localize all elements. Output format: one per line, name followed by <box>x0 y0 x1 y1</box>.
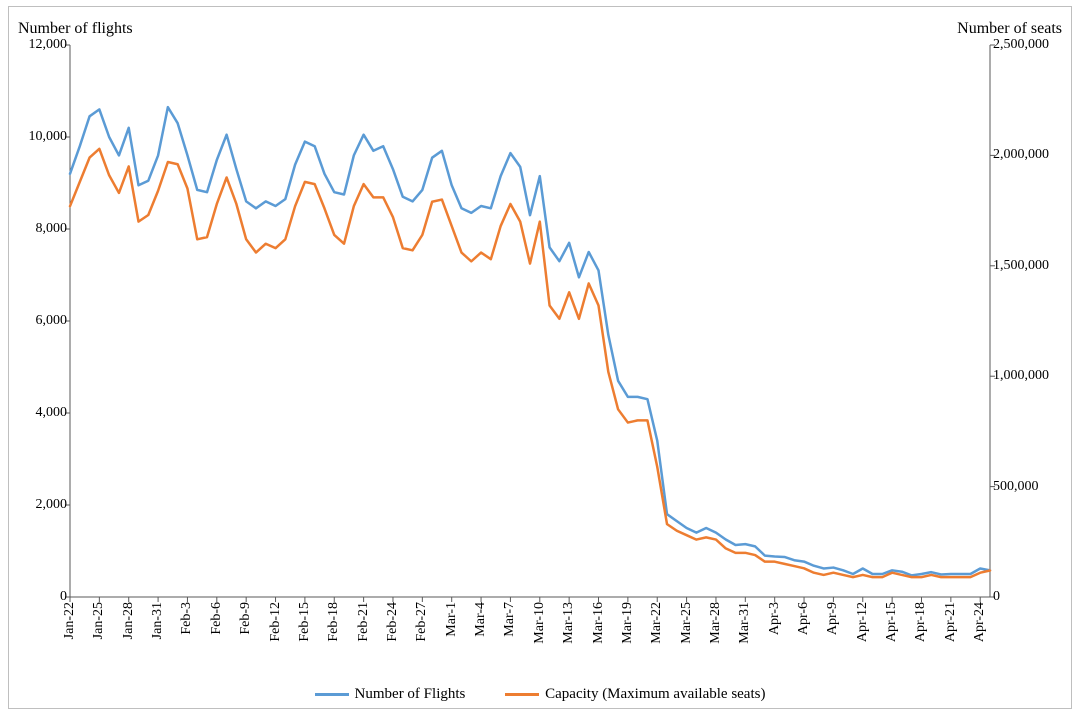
x-labels: Jan-22Jan-25Jan-28Jan-31Feb-3Feb-6Feb-9F… <box>70 597 990 672</box>
y-left-labels: 02,0004,0006,0008,00010,00012,000 <box>2 45 67 597</box>
right-axis-title: Number of seats <box>957 20 1062 38</box>
x-tick-label: Apr-21 <box>943 602 959 642</box>
x-tick-label: Mar-10 <box>532 602 548 644</box>
y-left-tick-label: 2,000 <box>2 497 67 513</box>
chart-container: Number of flights Number of seats 02,000… <box>0 0 1080 717</box>
x-tick-label: Apr-15 <box>884 602 900 642</box>
x-tick-label: Feb-6 <box>209 602 225 635</box>
x-tick-label: Feb-3 <box>179 602 195 635</box>
x-tick-label: Feb-12 <box>268 602 284 642</box>
x-tick-label: Apr-24 <box>972 602 988 642</box>
x-tick-label: Mar-16 <box>591 602 607 644</box>
y-right-tick-label: 1,000,000 <box>993 368 1078 384</box>
y-right-labels: 0500,0001,000,0001,500,0002,000,0002,500… <box>993 45 1078 597</box>
x-tick-label: Mar-13 <box>561 602 577 644</box>
y-left-tick-label: 10,000 <box>2 129 67 145</box>
left-axis-title: Number of flights <box>18 20 133 38</box>
y-left-tick-label: 12,000 <box>2 37 67 53</box>
x-tick-label: Apr-12 <box>855 602 871 642</box>
plot-area: 02,0004,0006,0008,00010,00012,000 0500,0… <box>70 45 990 597</box>
y-right-tick-label: 500,000 <box>993 479 1078 495</box>
y-left-tick-label: 6,000 <box>2 313 67 329</box>
y-right-tick-label: 0 <box>993 589 1078 605</box>
x-tick-label: Jan-25 <box>91 602 107 639</box>
legend-item-capacity: Capacity (Maximum available seats) <box>505 686 765 703</box>
x-tick-label: Mar-4 <box>473 602 489 637</box>
legend-label-flights: Number of Flights <box>355 686 466 703</box>
legend-swatch-flights <box>315 693 349 696</box>
x-tick-label: Feb-18 <box>326 602 342 642</box>
x-tick-label: Apr-3 <box>767 602 783 635</box>
x-tick-label: Apr-6 <box>796 602 812 635</box>
series-line <box>70 107 990 575</box>
x-tick-label: Feb-27 <box>414 602 430 642</box>
x-tick-label: Feb-21 <box>356 602 372 642</box>
x-tick-label: Feb-9 <box>238 602 254 635</box>
x-tick-label: Jan-28 <box>121 602 137 639</box>
x-tick-label: Mar-31 <box>737 602 753 644</box>
y-left-tick-label: 0 <box>2 589 67 605</box>
x-tick-label: Jan-31 <box>150 602 166 639</box>
x-tick-label: Mar-19 <box>620 602 636 644</box>
y-right-tick-label: 1,500,000 <box>993 258 1078 274</box>
legend-item-flights: Number of Flights <box>315 686 466 703</box>
y-right-tick-label: 2,000,000 <box>993 147 1078 163</box>
x-tick-label: Mar-22 <box>649 602 665 644</box>
x-tick-label: Mar-1 <box>444 602 460 637</box>
x-tick-label: Jan-22 <box>62 602 78 639</box>
y-left-tick-label: 8,000 <box>2 221 67 237</box>
y-left-tick-label: 4,000 <box>2 405 67 421</box>
x-tick-label: Mar-7 <box>502 602 518 637</box>
x-tick-label: Feb-24 <box>385 602 401 642</box>
y-right-tick-label: 2,500,000 <box>993 37 1078 53</box>
plot-svg <box>70 45 990 597</box>
x-tick-label: Feb-15 <box>297 602 313 642</box>
legend-swatch-capacity <box>505 693 539 696</box>
x-tick-label: Apr-9 <box>825 602 841 635</box>
x-tick-label: Apr-18 <box>913 602 929 642</box>
x-tick-label: Mar-28 <box>708 602 724 644</box>
legend: Number of Flights Capacity (Maximum avai… <box>0 684 1080 703</box>
x-tick-label: Mar-25 <box>679 602 695 644</box>
legend-label-capacity: Capacity (Maximum available seats) <box>545 686 765 703</box>
